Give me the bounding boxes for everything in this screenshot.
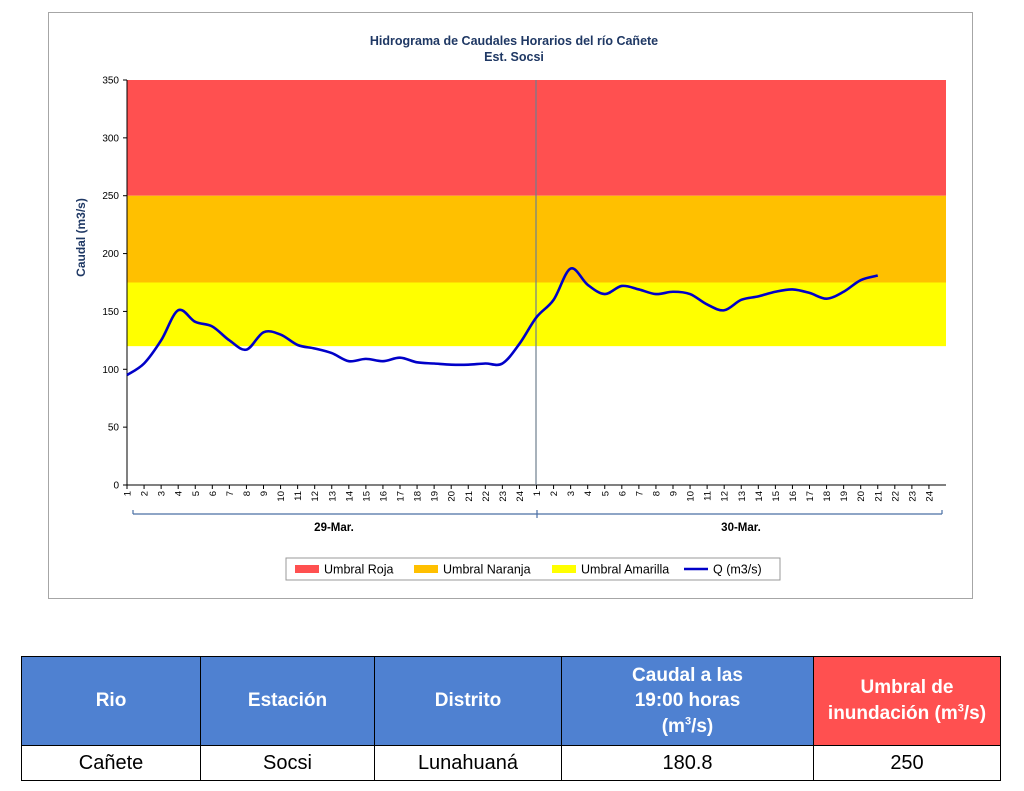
legend-box [285, 557, 781, 581]
header-umbral-unit-sup: 3 [957, 702, 964, 715]
x-tick-label-18: 18 [413, 491, 424, 502]
header-distrito: Distrito [374, 656, 562, 746]
day-label-1: 29-Mar. [314, 522, 354, 534]
x-tick-label-34: 10 [686, 491, 697, 502]
x-tick-label-28: 4 [583, 491, 594, 496]
header-estacion: Estación [200, 656, 375, 746]
y-tick-label-300: 300 [102, 133, 119, 144]
x-tick-label-5: 5 [191, 491, 202, 496]
x-tick-label-22: 22 [481, 491, 492, 502]
x-tick-label-39: 15 [771, 491, 782, 502]
cell-distrito: Lunahuaná [374, 745, 562, 781]
cell-estacion: Socsi [200, 745, 375, 781]
x-tick-label-6: 6 [208, 491, 219, 496]
x-tick-label-4: 4 [174, 491, 185, 496]
x-tick-label-30: 6 [617, 491, 628, 496]
legend-swatch-1 [295, 565, 319, 573]
y-axis-label: Caudal (m3/s) [74, 198, 88, 277]
cell-caudal: 180.8 [561, 745, 814, 781]
x-tick-label-12: 12 [310, 491, 321, 502]
x-tick-label-37: 13 [737, 491, 748, 502]
x-tick-label-42: 18 [822, 491, 833, 502]
x-tick-label-45: 21 [873, 491, 884, 502]
legend-label-2: Umbral Naranja [443, 563, 531, 577]
x-tick-label-24: 24 [515, 491, 526, 502]
x-tick-label-3: 3 [157, 491, 168, 496]
x-tick-label-1: 1 [123, 491, 134, 496]
cell-umbral: 250 [813, 745, 1001, 781]
chart-subtitle: Est. Socsi [484, 50, 544, 64]
header-umbral-line1: Umbral de [860, 677, 954, 699]
legend-swatch-2 [414, 565, 438, 573]
header-caudal: Caudal a las 19:00 horas (m3/s) [561, 656, 814, 746]
header-estacion-label: Estación [247, 690, 328, 712]
x-tick-label-25: 1 [532, 491, 543, 496]
legend-label-1: Umbral Roja [324, 563, 394, 577]
y-tick-label-100: 100 [102, 365, 119, 376]
chart-title: Hidrograma de Caudales Horarios del río … [370, 34, 658, 48]
x-tick-label-46: 22 [890, 491, 901, 502]
header-umbral: Umbral de inundación (m3/s) [813, 656, 1001, 746]
x-tick-label-29: 5 [600, 491, 611, 496]
x-tick-label-9: 9 [259, 491, 270, 496]
x-tick-label-40: 16 [788, 491, 799, 502]
x-tick-label-44: 20 [856, 491, 867, 502]
legend-swatch-3 [552, 565, 576, 573]
header-caudal-unit-sup: 3 [684, 715, 692, 728]
x-tick-label-11: 11 [293, 491, 304, 501]
header-caudal-unit-post: /s) [691, 715, 714, 737]
x-tick-label-20: 20 [447, 491, 458, 502]
station-info-table: Rio Estación Distrito Caudal a las 19:00… [21, 656, 1001, 781]
legend-label-4: Q (m3/s) [713, 563, 762, 577]
header-caudal-line1: Caudal a las [632, 664, 743, 686]
header-umbral-unit-post: /s) [963, 703, 987, 724]
x-tick-label-8: 8 [242, 491, 253, 496]
header-rio: Rio [21, 656, 201, 746]
y-tick-label-350: 350 [102, 76, 119, 87]
header-caudal-line2: 19:00 horas [634, 690, 741, 712]
header-rio-label: Rio [95, 690, 127, 712]
x-tick-label-7: 7 [225, 491, 236, 496]
x-tick-label-19: 19 [430, 491, 441, 502]
x-tick-label-47: 23 [907, 491, 918, 502]
x-tick-label-36: 12 [720, 491, 731, 502]
y-tick-label-0: 0 [113, 481, 119, 492]
cell-rio: Cañete [21, 745, 201, 781]
x-tick-label-17: 17 [396, 491, 407, 502]
header-caudal-unit-pre: (m [661, 715, 685, 737]
table-header-row: Rio Estación Distrito Caudal a las 19:00… [21, 656, 1001, 746]
x-tick-label-16: 16 [378, 491, 389, 502]
x-tick-label-38: 14 [754, 491, 765, 502]
legend-label-3: Umbral Amarilla [581, 563, 669, 577]
y-tick-label-150: 150 [102, 307, 119, 318]
header-umbral-line2: inundación (m [827, 703, 958, 724]
x-tick-label-35: 11 [703, 491, 714, 501]
x-tick-label-32: 8 [651, 491, 662, 496]
series-line-q [126, 267, 879, 377]
x-tick-label-14: 14 [344, 491, 355, 502]
x-tick-label-48: 24 [924, 491, 935, 502]
x-tick-label-13: 13 [327, 491, 338, 502]
x-tick-label-41: 17 [805, 491, 816, 502]
x-tick-label-2: 2 [140, 491, 151, 496]
y-tick-label-50: 50 [108, 423, 120, 434]
header-distrito-label: Distrito [434, 690, 502, 712]
y-tick-label-250: 250 [102, 191, 119, 202]
y-tick-label-200: 200 [102, 249, 119, 260]
x-tick-label-23: 23 [498, 491, 509, 502]
day-label-2: 30-Mar. [721, 522, 761, 534]
x-tick-label-10: 10 [276, 491, 287, 502]
chart-frame: 0 50 100 150 200 250 300 350 1 2 3 4 5 6 7 8 9 10 11 12 13 14… [48, 12, 973, 599]
x-tick-label-43: 19 [839, 491, 850, 502]
x-tick-label-27: 3 [566, 491, 577, 496]
x-tick-label-26: 2 [549, 491, 560, 496]
x-tick-label-15: 15 [361, 491, 372, 502]
table-row: Cañete Socsi Lunahuaná 180.8 250 [21, 745, 1001, 781]
x-tick-label-21: 21 [464, 491, 475, 502]
x-tick-label-33: 9 [669, 491, 680, 496]
x-tick-label-31: 7 [634, 491, 645, 496]
